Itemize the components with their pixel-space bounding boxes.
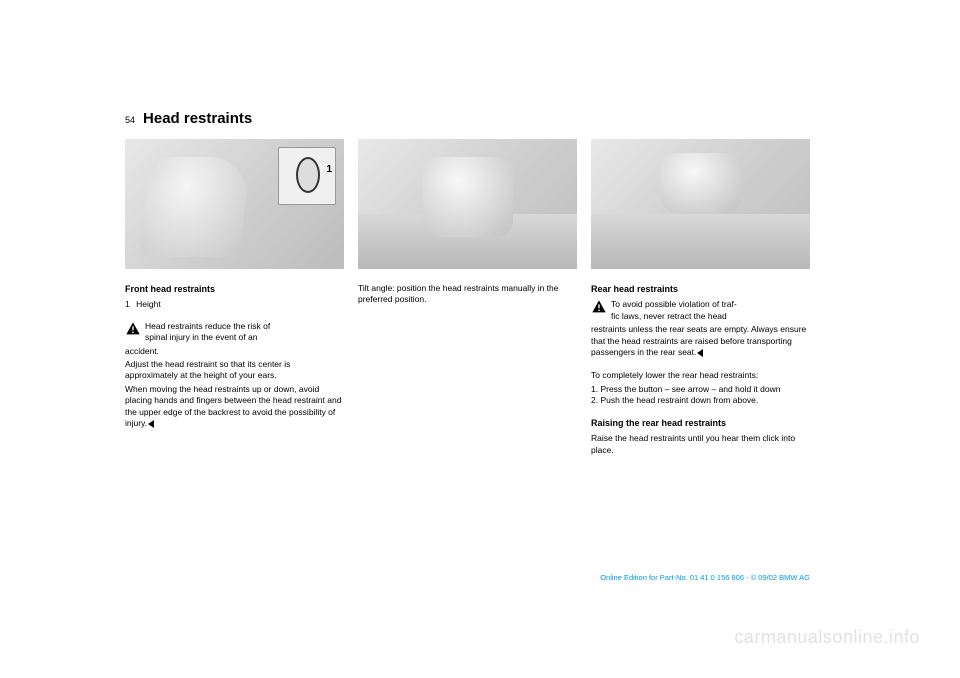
- warning-icon: [125, 321, 141, 337]
- figure-tilt-headrest: [358, 139, 577, 269]
- warning-text-rear-line1: To avoid possible violation of traf-: [611, 299, 737, 310]
- body-text-2: When moving the head restraints up or do…: [125, 384, 344, 430]
- warning-text-rear-rest: restraints unless the rear seats are emp…: [591, 324, 810, 358]
- column-3: Rear head restraints To avoid possible v…: [591, 139, 810, 458]
- figure-rear-headrest-button: [591, 139, 810, 269]
- rear-headrest-illustration: [661, 153, 741, 213]
- rear-bench-illustration-2: [591, 214, 810, 269]
- body-text-1: Adjust the head restraint so that its ce…: [125, 359, 344, 382]
- heading-front-head-restraints: Front head restraints: [125, 283, 344, 295]
- page-number: 54: [125, 115, 135, 125]
- warning-block-rear: To avoid possible violation of traf- fic…: [591, 299, 810, 322]
- column-1: Front head restraints 1 Height Head rest…: [125, 139, 344, 458]
- figure-front-seat-control: [125, 139, 344, 269]
- seat-illustration: [140, 157, 251, 257]
- end-mark-icon: [148, 420, 154, 428]
- body-text-lower: To completely lower the rear head restra…: [591, 370, 810, 381]
- step-list: 1. Press the button – see arrow – and ho…: [591, 384, 810, 407]
- warning-icon: [591, 299, 607, 315]
- legend-number: 1: [125, 299, 130, 309]
- warning-text-wrap: Head restraints reduce the risk of spina…: [145, 321, 270, 344]
- end-mark-icon: [697, 349, 703, 357]
- page-title: Head restraints: [143, 110, 252, 127]
- heading-raising-rear: Raising the rear head restraints: [591, 417, 810, 429]
- step-2: 2. Push the head restraint down from abo…: [591, 395, 810, 406]
- step-1: 1. Press the button – see arrow – and ho…: [591, 384, 810, 395]
- body-text-raising: Raise the head restraints until you hear…: [591, 433, 810, 456]
- footer-copyright: Online Edition for Part-No. 01 41 0 156 …: [600, 573, 810, 582]
- column-2: Tilt angle: position the head restraints…: [358, 139, 577, 458]
- body-text-2-content: When moving the head restraints up or do…: [125, 384, 341, 428]
- legend-label: Height: [136, 299, 161, 309]
- watermark: carmanualsonline.info: [734, 627, 920, 648]
- warning-text-line1: Head restraints reduce the risk of: [145, 321, 270, 332]
- warning-text-rear-line2: fic laws, never retract the head: [611, 311, 737, 322]
- page-header: 54 Head restraints: [125, 110, 810, 127]
- warning-text-wrap-rear: To avoid possible violation of traf- fic…: [611, 299, 737, 322]
- legend-item-1: 1 Height: [125, 299, 344, 310]
- body-text-tilt: Tilt angle: position the head restraints…: [358, 283, 577, 306]
- warning-block-front: Head restraints reduce the risk of spina…: [125, 321, 344, 344]
- headrest-illustration: [423, 157, 513, 237]
- control-switch-inset: [296, 157, 320, 193]
- warning-text-rest: accident.: [125, 346, 344, 357]
- warning-text-line2: spinal injury in the event of an: [145, 332, 270, 343]
- heading-rear-head-restraints: Rear head restraints: [591, 283, 810, 295]
- content-columns: Front head restraints 1 Height Head rest…: [125, 139, 810, 458]
